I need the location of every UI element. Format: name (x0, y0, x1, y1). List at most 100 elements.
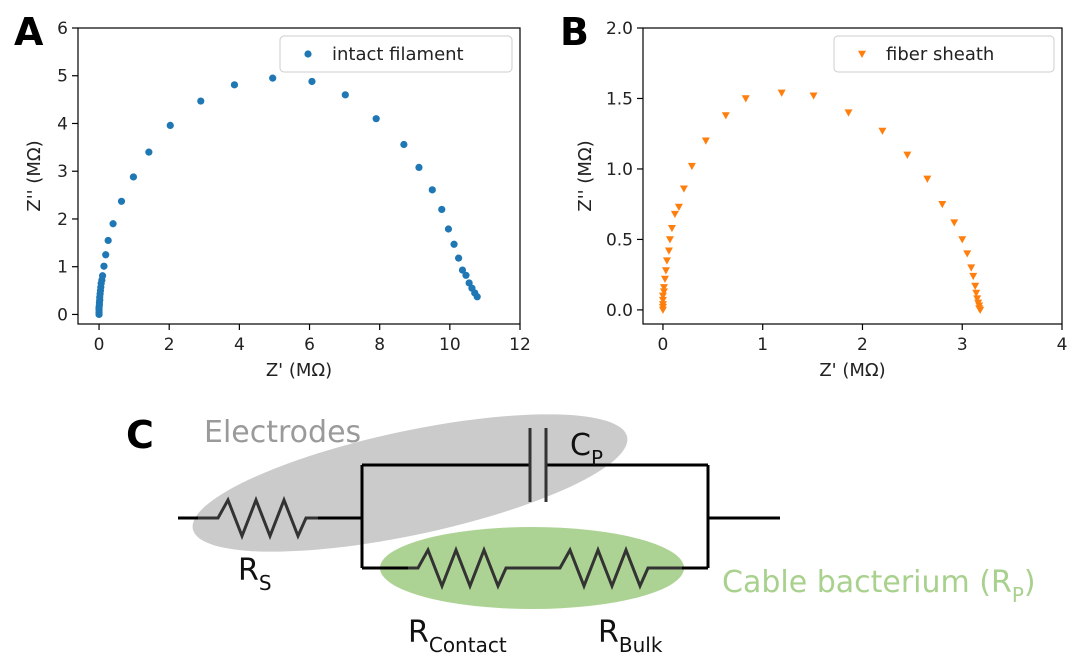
data-point (721, 112, 730, 120)
data-point (667, 224, 676, 233)
data-point (462, 271, 470, 279)
data-point (415, 163, 423, 172)
data-point (661, 267, 670, 275)
y-tick-label: 1.0 (606, 160, 633, 180)
data-point (455, 254, 463, 262)
x-tick-label: 3 (957, 335, 968, 355)
data-point (701, 137, 710, 145)
x-tick-label: 2 (164, 335, 175, 355)
rbulk-label: RBulk (598, 615, 663, 656)
data-point (976, 306, 985, 314)
data-point (458, 266, 467, 274)
cp-label: CP (570, 428, 603, 470)
legend-marker (304, 50, 312, 58)
y-tick-label: 3 (57, 162, 68, 182)
legend-label: intact filament (332, 44, 464, 65)
data-point (308, 77, 316, 86)
x-axis-label: Z' (MΩ) (819, 360, 885, 381)
chart-b: 0 1 2 3 4 0.0 0.5 1.0 1.5 2.0 Z' (MΩ) Z'' (MΩ) fiber… (575, 19, 1067, 381)
y-tick-label: 2.0 (606, 19, 633, 39)
data-point (438, 205, 446, 214)
panel-label-b: B (560, 10, 589, 54)
resistor-rcontact (408, 545, 545, 591)
data-point (662, 257, 671, 265)
y-axis-label: Z'' (MΩ) (24, 140, 45, 211)
panel-label-c: C (126, 413, 154, 457)
data-point (958, 236, 967, 244)
data-point (658, 301, 667, 309)
data-point (664, 247, 673, 255)
y-tick-label: 5 (57, 67, 68, 87)
x-tick-label: 6 (304, 335, 315, 355)
data-point (670, 210, 679, 219)
data-point (145, 148, 153, 156)
data-point (102, 251, 110, 259)
y-tick-label: 1.5 (606, 89, 633, 109)
data-point (679, 185, 688, 193)
resistor-rbulk (545, 545, 682, 591)
data-point (809, 92, 818, 100)
data-point (741, 95, 750, 103)
circuit-diagram: Electrodes CP RS RContact RBulk Cable ba… (178, 414, 1036, 656)
y-tick-label: 2 (57, 210, 68, 230)
data-point (129, 173, 138, 181)
data-point (658, 292, 667, 300)
data-point (659, 288, 668, 296)
electrodes-label: Electrodes (204, 415, 361, 450)
data-point (659, 284, 668, 292)
x-tick-label: 4 (234, 335, 245, 355)
data-point (117, 197, 126, 205)
data-point (963, 250, 972, 258)
data-point (687, 162, 696, 171)
resistor-rs (198, 495, 318, 541)
x-axis-label: Z' (MΩ) (266, 360, 332, 381)
plot-frame-a (77, 27, 521, 325)
data-point (971, 282, 980, 290)
data-point (660, 275, 669, 283)
x-tick-label: 12 (509, 335, 531, 355)
data-point (269, 74, 277, 82)
data-point (166, 121, 174, 129)
rcontact-label: RContact (408, 615, 507, 656)
legend-box (279, 35, 513, 73)
y-tick-label: 0.5 (606, 230, 633, 250)
plot-frame-b (642, 27, 1063, 325)
data-point (341, 91, 349, 99)
y-tick-label: 6 (57, 19, 68, 39)
y-tick-label: 4 (57, 114, 68, 134)
data-point (950, 219, 959, 227)
x-tick-label: 10 (439, 335, 461, 355)
y-axis-label: Z'' (MΩ) (575, 140, 596, 211)
legend-label: fiber sheath (886, 44, 994, 65)
data-point (665, 236, 674, 244)
y-tick-label: 1 (57, 258, 68, 278)
data-point (967, 264, 976, 272)
data-point (473, 293, 481, 301)
data-point (104, 236, 112, 245)
data-point (903, 151, 912, 159)
data-point (428, 186, 436, 194)
data-point (444, 225, 453, 233)
capacitor-cp (528, 428, 548, 502)
y-tick-label: 0 (57, 305, 68, 325)
data-point (658, 296, 667, 305)
x-tick-label: 1 (757, 335, 768, 355)
data-point (109, 220, 117, 228)
x-tick-label: 2 (857, 335, 868, 355)
x-tick-label: 0 (94, 335, 105, 355)
data-point (98, 272, 107, 280)
data-point (844, 109, 853, 117)
panel-label-a: A (14, 10, 44, 54)
cable-bacterium-label: Cable bacterium (RP) (722, 565, 1036, 607)
x-tick-label: 8 (374, 335, 385, 355)
data-point (372, 115, 380, 123)
data-point (777, 89, 786, 97)
data-point (450, 240, 458, 248)
data-point (230, 81, 239, 89)
data-point (972, 289, 981, 297)
data-point (923, 175, 932, 183)
data-point (674, 203, 683, 212)
data-point (197, 97, 205, 105)
